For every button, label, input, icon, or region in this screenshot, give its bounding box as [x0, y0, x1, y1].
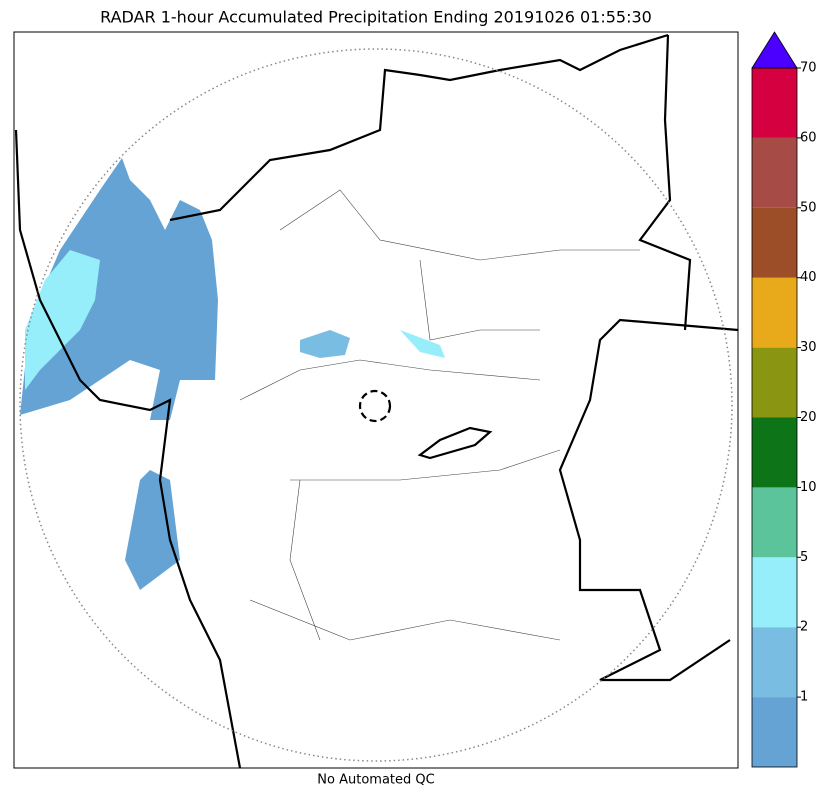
- title: RADAR 1-hour Accumulated Precipitation E…: [100, 8, 652, 27]
- border: [558, 318, 739, 682]
- colorbar-segment: [752, 417, 797, 488]
- colorbar: 1 2 5 10 20 30 40 50 60 70: [751, 31, 817, 768]
- border: [417, 426, 493, 460]
- radar-site: [358, 389, 392, 423]
- map-frame: [13, 31, 739, 769]
- border: [638, 34, 692, 331]
- map: [13, 31, 739, 769]
- border: [169, 33, 669, 222]
- colorbar-segment: [752, 207, 797, 278]
- colorbar-segment: [752, 137, 797, 208]
- colorbar-segment: [752, 697, 797, 767]
- colorbar-segment: [752, 347, 797, 418]
- colorbar-tick-label: 40: [800, 270, 817, 285]
- colorbar-tick-label: 5: [800, 550, 808, 565]
- precip-area: [125, 470, 180, 590]
- precip-area: [400, 330, 445, 358]
- caption: No Automated QC: [317, 773, 434, 788]
- colorbar-tick-label: 1: [800, 690, 808, 705]
- colorbar-extend: [751, 31, 798, 69]
- colorbar-segment: [752, 277, 797, 348]
- colorbar-tick-label: 50: [800, 200, 817, 215]
- colorbar-segment: [752, 627, 797, 698]
- colorbar-segment: [752, 557, 797, 628]
- border: [14, 129, 242, 769]
- radar-range: [19, 48, 733, 762]
- district-lines: [239, 189, 640, 641]
- precip-area: [25, 250, 100, 390]
- colorbar-tick-label: 20: [800, 410, 817, 425]
- colorbar-tick-label: 60: [800, 130, 817, 145]
- precip-area: [300, 330, 350, 358]
- colorbar-segment: [752, 487, 797, 558]
- colorbar-segment: [752, 68, 797, 138]
- colorbar-tick-label: 70: [800, 61, 817, 76]
- precip-area: [20, 158, 218, 420]
- colorbar-tick-label: 2: [800, 620, 808, 635]
- colorbar-tick-label: 10: [800, 480, 817, 495]
- colorbar-tick-label: 30: [800, 340, 817, 355]
